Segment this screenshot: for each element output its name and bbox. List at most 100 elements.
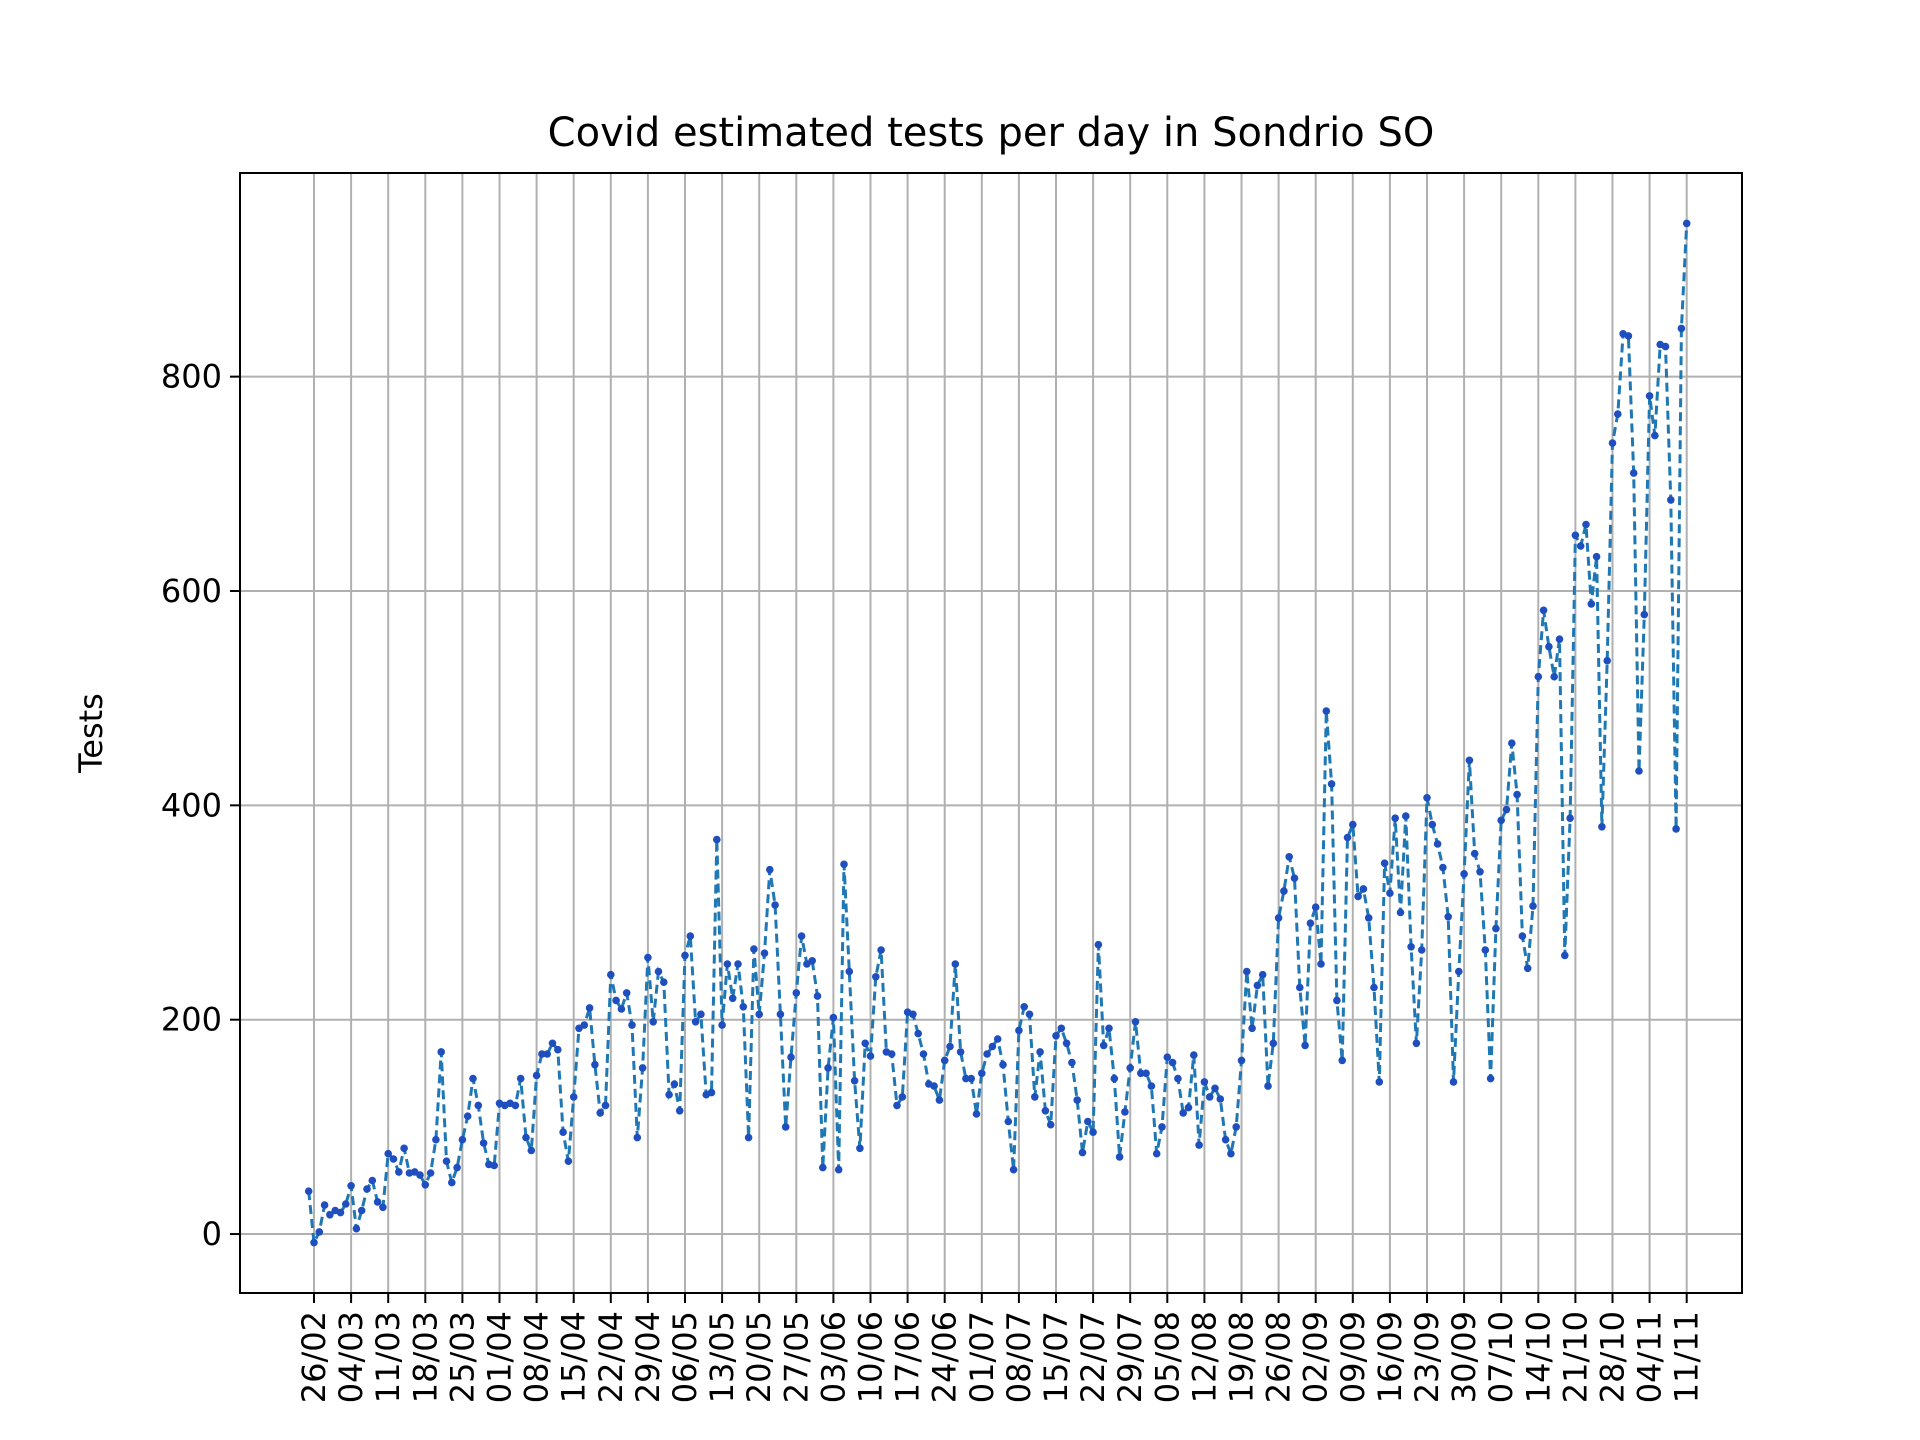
axis-ticks: 26/02 04/03 11/03 18/03 25/03 01/04 08/04 15/04… xyxy=(161,358,1706,1404)
data-point xyxy=(946,1042,954,1051)
data-point xyxy=(474,1101,483,1110)
data-point xyxy=(808,957,816,965)
data-point xyxy=(861,1039,869,1048)
data-point xyxy=(432,1135,440,1144)
data-point xyxy=(384,1149,393,1158)
data-point xyxy=(326,1211,334,1219)
data-point xyxy=(781,1123,790,1131)
data-point xyxy=(1258,970,1267,979)
data-point xyxy=(919,1050,928,1058)
data-point xyxy=(1608,439,1617,447)
data-point xyxy=(1306,919,1315,927)
data-point xyxy=(1168,1058,1177,1067)
data-point xyxy=(1200,1078,1209,1086)
data-point xyxy=(607,970,615,979)
data-point xyxy=(1301,1041,1309,1050)
data-point xyxy=(1439,863,1447,872)
data-point xyxy=(877,946,885,954)
x-tick-label: 15/04 xyxy=(555,1311,593,1403)
data-point xyxy=(516,1074,525,1083)
data-point xyxy=(1354,892,1362,901)
x-tick-label: 16/09 xyxy=(1371,1311,1409,1403)
data-point xyxy=(1651,431,1659,440)
data-point xyxy=(1481,946,1490,954)
data-point xyxy=(1099,1041,1108,1050)
data-point xyxy=(1375,1078,1384,1086)
data-point xyxy=(1152,1149,1161,1158)
data-point xyxy=(591,1060,599,1069)
data-point xyxy=(935,1096,944,1104)
data-point xyxy=(1587,600,1596,608)
data-point xyxy=(1031,1093,1039,1101)
data-point xyxy=(1126,1064,1134,1072)
data-point xyxy=(686,932,695,940)
data-point xyxy=(1062,1039,1071,1048)
data-point xyxy=(596,1109,604,1117)
data-point xyxy=(1274,914,1283,922)
x-tick-label: 11/03 xyxy=(369,1311,407,1403)
data-point xyxy=(622,989,631,997)
data-point xyxy=(797,932,806,940)
data-point xyxy=(1592,552,1601,561)
data-point xyxy=(872,973,880,981)
data-point xyxy=(1232,1123,1240,1131)
data-point xyxy=(866,1052,875,1060)
data-point xyxy=(543,1050,551,1058)
data-point xyxy=(580,1021,589,1029)
data-point xyxy=(972,1110,981,1118)
data-point xyxy=(1667,496,1675,504)
data-point xyxy=(1598,823,1606,831)
data-point xyxy=(1677,324,1686,333)
data-point xyxy=(654,967,663,976)
data-point xyxy=(691,1018,700,1026)
x-tick-label: 22/04 xyxy=(592,1311,630,1403)
x-tick-label: 08/07 xyxy=(1000,1311,1038,1403)
data-point xyxy=(956,1048,965,1056)
data-point xyxy=(1364,914,1373,922)
data-point xyxy=(707,1088,716,1097)
data-point xyxy=(1174,1074,1182,1083)
data-point xyxy=(1285,853,1293,861)
data-point xyxy=(1682,219,1691,228)
x-tick-label: 29/04 xyxy=(629,1311,667,1403)
data-point xyxy=(421,1181,430,1189)
data-point xyxy=(834,1165,843,1174)
data-point xyxy=(681,951,689,960)
data-point xyxy=(930,1082,938,1090)
data-point xyxy=(1492,924,1500,933)
x-tick-label: 06/05 xyxy=(666,1311,704,1403)
chart-title: Covid estimated tests per day in Sondrio… xyxy=(548,110,1435,156)
data-point xyxy=(644,953,652,962)
data-point xyxy=(1327,780,1336,788)
x-tick-label: 28/10 xyxy=(1594,1311,1632,1403)
data-point xyxy=(1433,840,1442,848)
x-tick-label: 26/02 xyxy=(295,1311,333,1403)
data-point xyxy=(1036,1048,1044,1056)
data-point xyxy=(1444,913,1452,921)
data-point xyxy=(368,1176,377,1185)
data-point xyxy=(1470,849,1479,858)
plot-frame xyxy=(239,172,1743,1294)
data-point xyxy=(813,992,822,1000)
data-point xyxy=(739,1003,748,1011)
data-point xyxy=(442,1157,451,1165)
data-point xyxy=(1513,790,1521,799)
data-point xyxy=(1269,1039,1278,1048)
data-point xyxy=(718,1021,726,1029)
data-point xyxy=(453,1163,461,1172)
data-point xyxy=(1094,940,1103,949)
data-point xyxy=(766,865,774,874)
data-point xyxy=(750,945,758,953)
data-point xyxy=(1248,1024,1256,1033)
data-point xyxy=(1121,1108,1129,1116)
data-point xyxy=(1137,1069,1145,1078)
x-tick-label: 04/11 xyxy=(1631,1311,1669,1403)
data-point xyxy=(315,1228,324,1236)
y-tick-label: 600 xyxy=(161,572,222,610)
data-point xyxy=(1349,820,1357,829)
data-point xyxy=(357,1206,366,1215)
data-point xyxy=(342,1200,350,1208)
data-point xyxy=(1624,332,1633,340)
data-point xyxy=(1221,1135,1230,1144)
data-point xyxy=(1561,951,1569,960)
